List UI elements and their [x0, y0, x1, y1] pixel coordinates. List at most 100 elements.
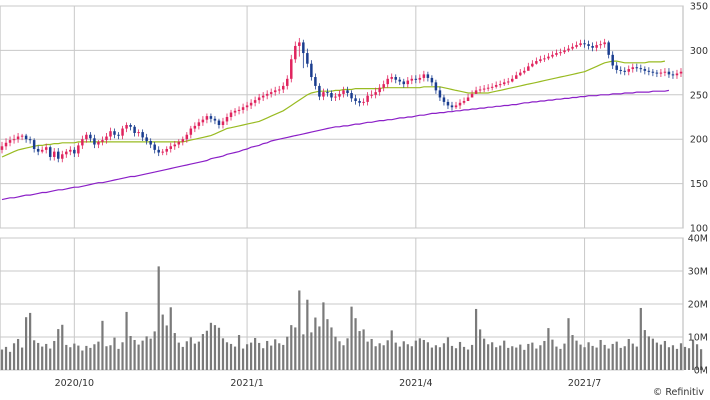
volume-bar [483, 338, 486, 370]
candle [245, 101, 249, 111]
candle [599, 40, 602, 49]
candle [65, 148, 68, 158]
candle-body [213, 118, 217, 121]
candle [350, 90, 353, 102]
candle-body [314, 77, 317, 86]
volume-bar [362, 329, 365, 370]
candle-body [61, 154, 64, 159]
candle-body [93, 138, 96, 145]
candle-body [607, 42, 610, 55]
candle [277, 85, 281, 94]
volume-bar [330, 327, 333, 370]
candle [579, 39, 582, 47]
candle [506, 77, 510, 86]
candle-body [430, 77, 434, 83]
candle-body [555, 53, 558, 55]
candle-body [189, 128, 193, 135]
candle-body [434, 82, 438, 91]
volume-bar [346, 338, 349, 370]
candle [667, 68, 671, 78]
volume-bar [511, 346, 514, 370]
candle-body [442, 97, 446, 102]
volume-bar [221, 338, 225, 370]
candle [8, 136, 12, 147]
candle [173, 140, 177, 150]
candle [494, 81, 498, 89]
volume-bar [539, 345, 542, 370]
candle [398, 77, 402, 86]
candle [302, 39, 305, 69]
volume-bar [113, 337, 116, 370]
candle [515, 71, 518, 79]
volume-bar [410, 346, 413, 370]
volume-bar [149, 338, 152, 370]
candle-body [663, 71, 667, 73]
candle [334, 93, 337, 102]
candle-body [679, 71, 683, 74]
candle [595, 41, 598, 52]
price-frame [0, 5, 684, 229]
candle-body [20, 135, 24, 137]
candle [386, 75, 389, 88]
candle-body [290, 59, 293, 79]
candle [197, 118, 201, 130]
volume-bar [394, 342, 397, 370]
volume-bar [157, 266, 160, 370]
candle-body [32, 140, 36, 149]
candle-body [426, 74, 430, 78]
candle-body [591, 45, 594, 48]
candle [587, 40, 590, 50]
candle-body [547, 56, 550, 59]
candle-body [358, 101, 361, 103]
volume-bar [334, 336, 337, 370]
candle [0, 141, 4, 154]
volume-bar [53, 340, 56, 370]
candle-body [583, 43, 586, 45]
volume-bar [450, 345, 454, 370]
candle-body [169, 146, 172, 149]
candle [149, 138, 152, 149]
candle [519, 69, 522, 77]
candle-body [326, 92, 329, 94]
candle-body [611, 54, 614, 66]
candle-body [450, 105, 454, 108]
candle-body [149, 140, 152, 145]
candle [273, 86, 277, 96]
candle-body [374, 92, 377, 95]
candle [655, 69, 659, 78]
volume-bar [117, 348, 120, 370]
candle-body [446, 101, 450, 106]
volume-bar [93, 344, 96, 370]
volume-bar [583, 347, 586, 370]
candle-body [16, 136, 20, 140]
candle-body [462, 101, 466, 103]
candle [32, 138, 36, 153]
candle-body [277, 89, 281, 91]
candle-body [559, 52, 562, 54]
candle [406, 77, 410, 88]
volume-bar [153, 331, 156, 370]
candle-body [322, 92, 325, 97]
candle-body [490, 86, 494, 88]
volume-bar [619, 347, 622, 370]
candle [40, 146, 44, 154]
moving-averages [1, 60, 670, 201]
candle-body [57, 151, 60, 159]
volume-bar [398, 346, 401, 370]
volume-bar [237, 335, 241, 370]
candle-body [185, 134, 189, 140]
candle-body [370, 94, 373, 96]
candle [310, 60, 313, 81]
candle [185, 132, 189, 143]
candle-body [639, 68, 643, 70]
candle-body [362, 101, 365, 103]
volume-bar [129, 336, 132, 370]
candle [177, 139, 181, 149]
volume-bar [434, 345, 438, 370]
candle-body [257, 97, 261, 101]
candle [442, 94, 446, 106]
candle [28, 136, 32, 144]
moving-average-line-1 [1, 60, 666, 158]
candle-body [466, 97, 470, 102]
candle [73, 147, 76, 157]
